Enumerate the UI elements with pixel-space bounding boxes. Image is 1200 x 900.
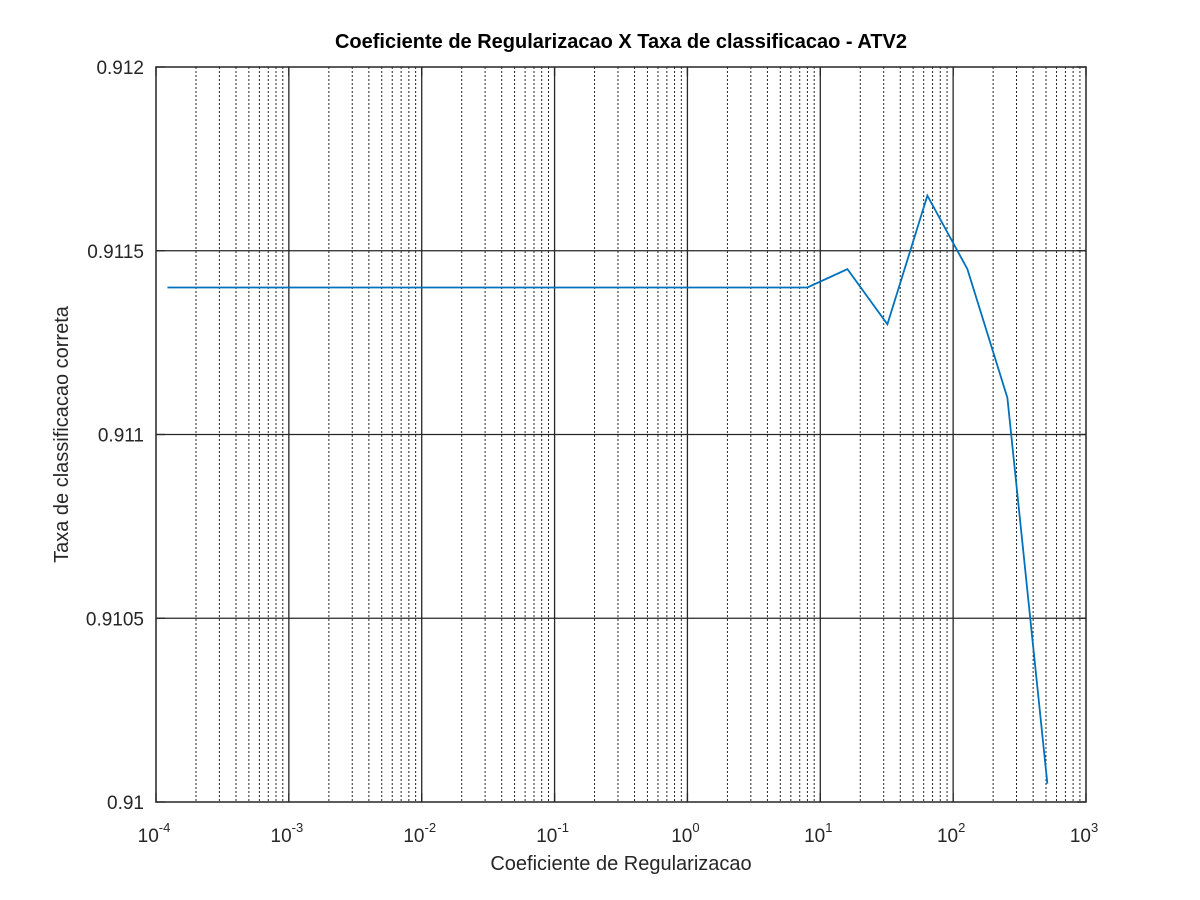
y-axis-label: Taxa de classificacao correta xyxy=(51,305,73,563)
y-tick-label: 0.912 xyxy=(96,58,144,79)
tick-layer xyxy=(155,66,1087,803)
x-axis-label: Coeficiente de Regularizacao xyxy=(490,853,751,875)
grid-layer xyxy=(156,67,1086,802)
x-tick-label: 103 xyxy=(1070,820,1098,847)
x-tick-label: 102 xyxy=(937,820,965,847)
x-tick-label: 10-1 xyxy=(536,820,569,847)
x-tick-label: 101 xyxy=(804,820,832,847)
y-tick-label: 0.911 xyxy=(98,426,144,447)
x-tick-label: 10-3 xyxy=(271,820,304,847)
series-line xyxy=(167,193,1049,784)
tick-label-layer: 10-4 10-3 10-2 10-1 100 101 102 103 0.91 0.9105 0.… xyxy=(86,58,1098,847)
x-tick-label: 100 xyxy=(671,820,699,847)
chart-title: Coeficiente de Regularizacao X Taxa de c… xyxy=(335,31,907,53)
y-tick-label: 0.9115 xyxy=(87,242,144,263)
x-tick-label: 10-4 xyxy=(138,820,171,847)
y-tick-label: 0.9105 xyxy=(86,609,144,630)
y-tick-label: 0.91 xyxy=(107,793,144,814)
x-tick-label: 10-2 xyxy=(403,820,436,847)
series-layer xyxy=(167,193,1049,784)
